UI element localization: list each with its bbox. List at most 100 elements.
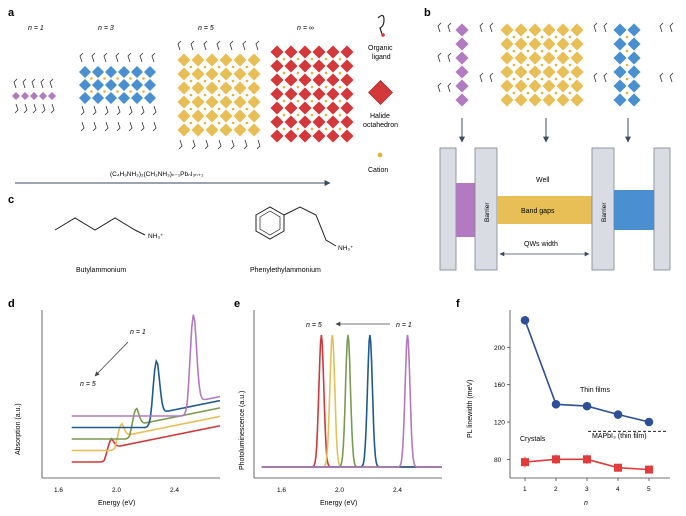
ninf-cation — [338, 85, 342, 89]
n5-cation — [217, 79, 221, 83]
b-gold-octahedron — [499, 92, 515, 108]
ninf-octahedron — [269, 114, 285, 130]
b-ligand — [659, 72, 664, 83]
n3-octahedron — [143, 78, 157, 92]
d-series-3 — [71, 407, 221, 440]
barrier-label-left: Barrier — [484, 202, 491, 222]
b-gold-octahedron — [541, 22, 557, 38]
b-purple-octahedron — [454, 36, 470, 52]
ninf-cation — [324, 57, 328, 61]
band-gaps-label: Band gaps — [521, 208, 555, 215]
n3-ligand — [116, 105, 121, 116]
ninf-cation — [296, 57, 300, 61]
ninf-cation — [282, 57, 286, 61]
f-point-thin-films — [582, 401, 592, 411]
e-arrow-right: n = 1 — [396, 322, 412, 329]
n5-ligand — [230, 139, 235, 150]
b-ligand — [489, 72, 494, 83]
f-series-label-thin-films: Thin films — [580, 387, 610, 394]
n3-octahedron — [104, 65, 118, 79]
n-label-1: n = 1 — [28, 25, 44, 32]
ninf-cation — [310, 57, 314, 61]
f-ticks: 1 2 3 4 5 80 120 160 200 — [494, 345, 651, 493]
n5-ligand — [229, 40, 234, 51]
n3-octahedron — [117, 91, 131, 105]
n5-octahedron — [218, 80, 234, 96]
d-xtick-2: 2.0 — [112, 487, 121, 494]
b-ligand — [447, 82, 452, 93]
b-gold-octahedron — [555, 64, 571, 80]
legend-ligand-2: ligand — [372, 54, 391, 61]
b-blue-cation — [625, 77, 629, 81]
n5-cation — [217, 121, 221, 125]
n1-ligand — [22, 78, 27, 89]
benzene-inner — [259, 210, 281, 236]
ninf-octahedron — [297, 86, 313, 102]
ninf-octahedron — [339, 100, 355, 116]
n5-cation — [217, 93, 221, 97]
b-ligand — [479, 72, 484, 83]
n5-octahedron — [246, 66, 262, 82]
ninf-octahedron — [297, 128, 313, 144]
n5-octahedron — [218, 66, 234, 82]
n3-cation — [103, 77, 106, 80]
b-gold-cation — [526, 77, 530, 81]
b-gold-octahedron — [499, 78, 515, 94]
d-xtick-1: 1.6 — [54, 487, 63, 494]
n5-cation — [203, 93, 207, 97]
ninf-cation — [324, 99, 328, 103]
ninf-octahedron — [269, 58, 285, 74]
n3-octahedron — [91, 65, 105, 79]
b-gold-cation — [568, 35, 572, 39]
ninf-cation — [310, 99, 314, 103]
n5-ligand — [216, 40, 221, 51]
b-gold-cation — [540, 49, 544, 53]
n3-octahedron — [130, 91, 144, 105]
n5-ligand — [178, 139, 183, 150]
f-xtick-label: 4 — [616, 486, 620, 493]
butyl-nh3: NH₃⁺ — [148, 233, 163, 240]
n3-ligand — [140, 105, 145, 116]
n5-cation — [203, 65, 207, 69]
b-blue-cation — [625, 91, 629, 95]
n-label-3: n = 3 — [98, 25, 114, 32]
e-xlabel: Energy (eV) — [320, 500, 357, 507]
n3-ligand — [104, 121, 109, 132]
b-gold-octahedron — [569, 78, 585, 94]
b-gold-octahedron — [555, 36, 571, 52]
n5-cation — [217, 65, 221, 69]
b-blue-octahedron — [626, 78, 642, 94]
n3-ligand — [104, 105, 109, 116]
b-gold-octahedron — [541, 50, 557, 66]
b-gold-cation — [554, 49, 558, 53]
ninf-octahedron — [325, 128, 341, 144]
ninf-octahedron — [283, 128, 299, 144]
n5-octahedron — [232, 108, 248, 124]
b-purple-octahedron — [454, 64, 470, 80]
ninf-octahedron — [311, 72, 327, 88]
panel-e-label: e — [234, 298, 240, 310]
n3-ligand — [127, 52, 132, 63]
n1-ligand — [14, 103, 19, 114]
n1-octahedron — [11, 91, 21, 101]
n5-cation — [189, 121, 193, 125]
ninf-octahedron — [325, 114, 341, 130]
n3-octahedron — [91, 78, 105, 92]
n3-octahedron — [117, 65, 131, 79]
n1-ligand — [23, 103, 28, 114]
b-gold-octahedron — [499, 22, 515, 38]
ninf-cation — [282, 127, 286, 131]
ninf-octahedron — [339, 58, 355, 74]
ligand-icon — [377, 14, 385, 35]
e-series-3 — [261, 334, 442, 468]
b-gold-cation — [512, 49, 516, 53]
f-reference-label: MAPbI₃ (thin film) — [592, 433, 647, 440]
n5-octahedron — [218, 108, 234, 124]
ninf-cation — [296, 127, 300, 131]
phenylethylammonium-name: Phenylethylammonium — [250, 267, 321, 274]
b-gold-cation — [512, 35, 516, 39]
n5-octahedron — [218, 94, 234, 110]
f-marks — [520, 315, 668, 474]
ninf-octahedron — [325, 58, 341, 74]
f-point-thin-films — [644, 417, 654, 427]
